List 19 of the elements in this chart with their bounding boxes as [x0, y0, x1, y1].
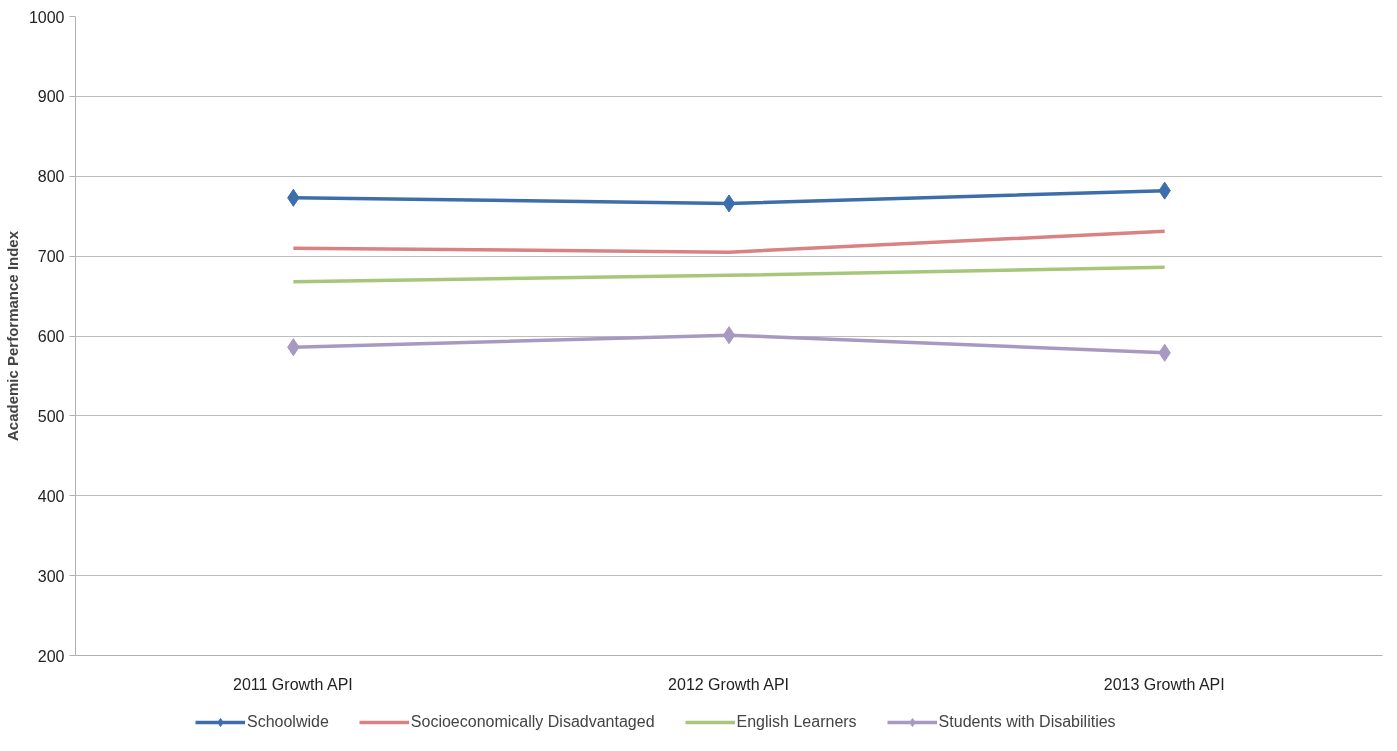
x-tick-label: 2011 Growth API [233, 675, 353, 693]
x-tick-label: 2012 Growth API [668, 675, 790, 693]
y-tick-label: 900 [37, 88, 65, 106]
y-tick-label: 300 [37, 567, 65, 585]
legend-label: English Learners [736, 713, 857, 731]
y-tick-label: 600 [37, 328, 65, 345]
y-tick-label: 400 [37, 487, 65, 505]
y-tick-label: 500 [37, 407, 65, 425]
legend-label: Schoolwide [247, 713, 329, 731]
point [722, 326, 736, 345]
y-tick-label: 800 [37, 168, 65, 186]
y-tick-label: 200 [37, 647, 65, 665]
point [722, 194, 736, 213]
x-tick-label: 2013 Growth API [1103, 675, 1225, 693]
legend-label: Socioeconomically Disadvantaged [410, 713, 655, 731]
y-axis-title: Academic Performance Index [3, 230, 21, 442]
legend-label: Students with Disabilities [938, 713, 1116, 731]
y-tick-label: 700 [37, 248, 65, 266]
y-tick-label: 1000 [28, 8, 65, 26]
